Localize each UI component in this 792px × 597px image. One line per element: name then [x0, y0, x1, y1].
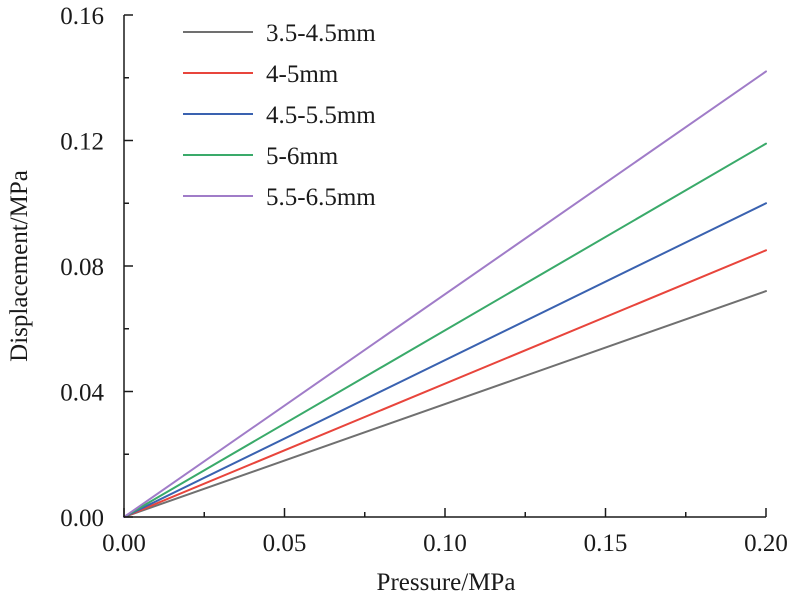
- legend-label: 3.5-4.5mm: [266, 20, 376, 47]
- x-tick-label: 0.00: [102, 530, 146, 557]
- series-line-5: [123, 70, 767, 518]
- legend-label: 5-6mm: [266, 143, 339, 170]
- series-line-4: [123, 142, 767, 518]
- legend-label: 5.5-6.5mm: [266, 184, 376, 211]
- axes-layer: 0.00 0.05 0.10 0.15 0.20 0.00 0.04 0.08 0.12 0.16: [60, 3, 788, 557]
- series-line-1: [123, 290, 767, 518]
- legend: 3.5-4.5mm 4-5mm 4.5-5.5mm 5-6mm 5.5-6.5mm: [183, 20, 376, 211]
- x-tick-label: 0.15: [584, 530, 628, 557]
- x-axis-title: Pressure/MPa: [377, 569, 516, 596]
- legend-label: 4.5-5.5mm: [266, 102, 376, 129]
- x-tick-label: 0.10: [423, 530, 467, 557]
- y-tick-label: 0.04: [60, 380, 104, 407]
- y-tick-label: 0.08: [60, 254, 104, 281]
- legend-label: 4-5mm: [266, 61, 339, 88]
- series-layer: [123, 70, 767, 518]
- y-tick-label: 0.16: [60, 3, 104, 30]
- y-tick-label: 0.00: [60, 505, 104, 532]
- y-axis-title: Displacement/MPa: [6, 170, 33, 362]
- x-tick-label: 0.20: [744, 530, 788, 557]
- series-line-3: [123, 202, 767, 518]
- series-line-2: [123, 249, 767, 518]
- x-tick-label: 0.05: [263, 530, 307, 557]
- y-tick-label: 0.12: [60, 129, 104, 156]
